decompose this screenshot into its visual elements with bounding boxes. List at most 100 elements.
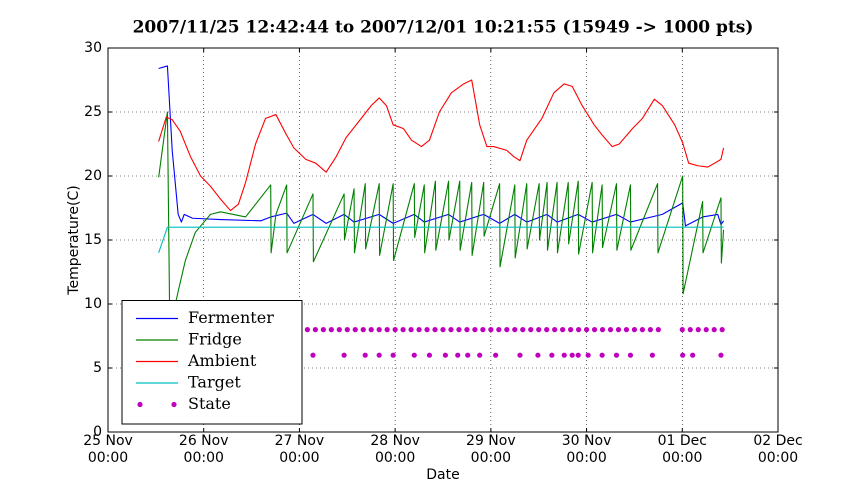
data-point xyxy=(390,352,396,358)
x-tick-label: 27 Nov xyxy=(275,433,325,449)
legend: Fermenter Fridge Ambient Target State xyxy=(121,300,303,425)
y-tick-label: 20 xyxy=(84,168,102,184)
y-tick-label: 10 xyxy=(84,296,102,312)
x-tick-label: 00:00 xyxy=(88,450,128,466)
y-tick-label: 0 xyxy=(93,424,102,440)
x-tick-label: 00:00 xyxy=(758,450,798,466)
x-tick-label: 02 Dec xyxy=(753,433,802,449)
data-point xyxy=(575,327,582,333)
data-point xyxy=(440,327,446,333)
data-point xyxy=(679,327,685,333)
x-tick-label: 29 Nov xyxy=(466,433,516,449)
data-point xyxy=(607,327,614,333)
data-line xyxy=(158,79,725,212)
legend-label: Ambient xyxy=(187,351,257,370)
x-axis-label: Date xyxy=(426,467,459,480)
data-point xyxy=(561,352,567,358)
data-point xyxy=(432,327,438,333)
data-point xyxy=(517,352,523,358)
data-point xyxy=(304,327,311,333)
data-point xyxy=(344,327,350,333)
x-tick-label: 00:00 xyxy=(662,450,702,466)
data-point xyxy=(456,327,462,333)
data-point xyxy=(613,352,620,358)
data-point xyxy=(426,352,433,358)
data-point xyxy=(336,327,342,333)
data-point xyxy=(718,352,724,358)
x-tick-label: 30 Nov xyxy=(562,433,612,449)
legend-box xyxy=(121,300,303,425)
data-point xyxy=(549,352,555,358)
y-axis-label: Temperature(C) xyxy=(66,185,82,295)
data-point xyxy=(711,327,717,333)
data-point xyxy=(368,327,374,333)
data-point xyxy=(480,327,486,333)
data-line xyxy=(158,111,725,331)
data-point xyxy=(472,327,478,333)
data-point xyxy=(392,327,398,333)
data-point xyxy=(569,352,575,358)
x-tick-label: 28 Nov xyxy=(370,433,420,449)
y-tick-label: 25 xyxy=(84,104,102,120)
data-point xyxy=(687,327,693,333)
x-tick-label: 01 Dec xyxy=(658,433,707,449)
data-point xyxy=(623,327,630,333)
data-point xyxy=(493,352,499,358)
data-point xyxy=(411,352,417,358)
data-point xyxy=(631,327,638,333)
x-tick-label: 25 Nov xyxy=(83,433,133,449)
data-point xyxy=(496,327,502,333)
legend-marker xyxy=(171,401,177,408)
data-point xyxy=(680,352,686,358)
data-point xyxy=(328,327,334,333)
data-point xyxy=(442,352,448,358)
data-point xyxy=(424,327,430,333)
data-point xyxy=(455,352,461,358)
data-point xyxy=(655,327,661,333)
chart-title: 2007/11/25 12:42:44 to 2007/12/01 10:21:… xyxy=(133,18,754,38)
data-point xyxy=(341,352,347,358)
x-tick-label: 00:00 xyxy=(566,450,606,466)
data-point xyxy=(520,327,526,333)
y-tick-label: 15 xyxy=(84,232,102,248)
data-point xyxy=(535,352,541,358)
data-point xyxy=(649,352,655,358)
data-point xyxy=(488,327,494,333)
data-point xyxy=(310,352,316,358)
data-point xyxy=(528,327,534,333)
x-tick-label: 26 Nov xyxy=(179,433,229,449)
data-point xyxy=(639,327,646,333)
data-point xyxy=(504,327,510,333)
data-point xyxy=(362,352,368,358)
data-point xyxy=(465,352,471,358)
data-point xyxy=(591,327,598,333)
data-point xyxy=(360,327,366,333)
data-point xyxy=(384,327,390,333)
data-point xyxy=(647,327,653,333)
data-point xyxy=(312,327,318,333)
data-point xyxy=(408,327,414,333)
data-point xyxy=(536,327,542,333)
data-point xyxy=(703,327,709,333)
data-point xyxy=(583,327,590,333)
x-tick-label: 00:00 xyxy=(279,450,319,466)
x-tick-label: 00:00 xyxy=(375,450,415,466)
data-point xyxy=(585,352,591,358)
data-point xyxy=(575,352,581,358)
data-point xyxy=(477,352,483,358)
data-point xyxy=(627,352,634,358)
data-point xyxy=(690,352,696,358)
legend-label: Fermenter xyxy=(188,308,274,327)
legend-marker xyxy=(137,401,143,408)
y-tick-label: 30 xyxy=(84,40,102,56)
data-point xyxy=(552,327,558,333)
data-point xyxy=(544,327,550,333)
data-point xyxy=(512,327,518,333)
legend-label: Target xyxy=(188,373,241,392)
legend-label: Fridge xyxy=(188,330,242,349)
x-tick-label: 00:00 xyxy=(184,450,224,466)
data-point xyxy=(400,327,406,333)
legend-label: State xyxy=(188,394,231,413)
